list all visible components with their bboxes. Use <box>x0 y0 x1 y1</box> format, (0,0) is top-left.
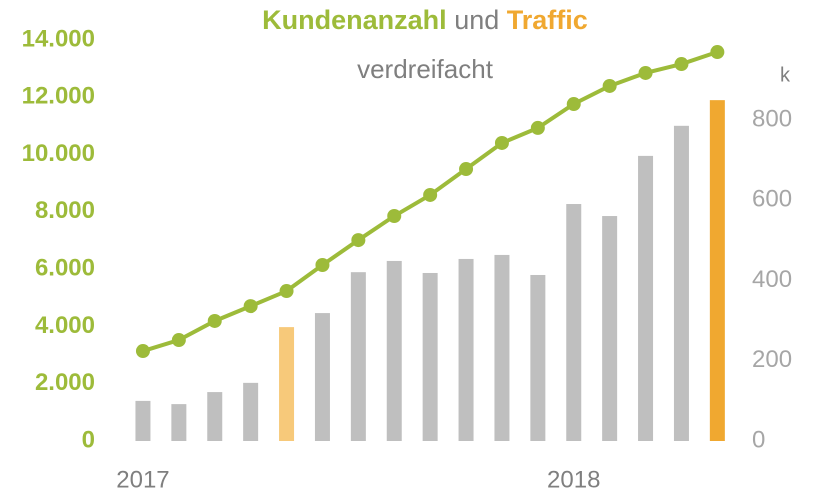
line-point <box>171 333 186 348</box>
line-point <box>638 65 653 80</box>
line-point <box>674 57 689 72</box>
title-series-name: Traffic <box>507 5 588 35</box>
y2-tick-label: 200 <box>752 346 792 373</box>
bar <box>135 400 151 441</box>
y2-tick-label: 800 <box>752 106 792 133</box>
y2-tick-label: 600 <box>752 186 792 213</box>
y-tick-label: 10.000 <box>22 140 95 167</box>
line-point <box>207 313 222 328</box>
title-connector: und <box>454 5 499 35</box>
bar <box>458 258 474 441</box>
y-tick-label: 6.000 <box>35 254 95 281</box>
bar <box>386 260 402 441</box>
y-tick-label: 12.000 <box>22 83 95 110</box>
y-tick-label: 4.000 <box>35 312 95 339</box>
bar <box>350 272 366 441</box>
bar <box>279 327 295 441</box>
bar <box>207 392 223 441</box>
line-point <box>423 187 438 202</box>
line-point <box>459 162 474 177</box>
chart-title: Kundenanzahl und Traffic <box>262 5 588 35</box>
bar <box>243 382 259 441</box>
line-point <box>566 97 581 112</box>
x-tick-label: 2018 <box>547 466 600 493</box>
line-point <box>710 45 725 60</box>
title-series-name: Kundenanzahl <box>262 5 447 35</box>
bar <box>709 100 725 442</box>
bar <box>602 216 618 441</box>
bar <box>566 204 582 441</box>
bar <box>673 125 689 442</box>
y2-tick-label: 0 <box>752 426 765 453</box>
line-point <box>315 257 330 272</box>
y-tick-label: 8.000 <box>35 197 95 224</box>
bar <box>494 254 510 441</box>
line-point <box>387 209 402 224</box>
line-point <box>602 78 617 93</box>
bar <box>171 404 187 441</box>
line-point <box>530 120 545 135</box>
line-point <box>351 233 366 248</box>
x-tick-label: 2017 <box>116 466 169 493</box>
bar <box>530 274 546 441</box>
bar <box>422 272 438 441</box>
y2-tick-label: 400 <box>752 266 792 293</box>
line-point <box>494 135 509 150</box>
y-tick-label: 14.000 <box>22 25 95 52</box>
line-point <box>279 284 294 299</box>
bar <box>638 155 654 441</box>
bar <box>314 313 330 441</box>
y-tick-label: 2.000 <box>35 369 95 396</box>
line-point <box>243 299 258 314</box>
y2-axis-label: k <box>780 64 791 86</box>
chart-subtitle: verdreifacht <box>357 54 494 84</box>
y-tick-label: 0 <box>82 426 95 453</box>
line-point <box>135 344 150 359</box>
